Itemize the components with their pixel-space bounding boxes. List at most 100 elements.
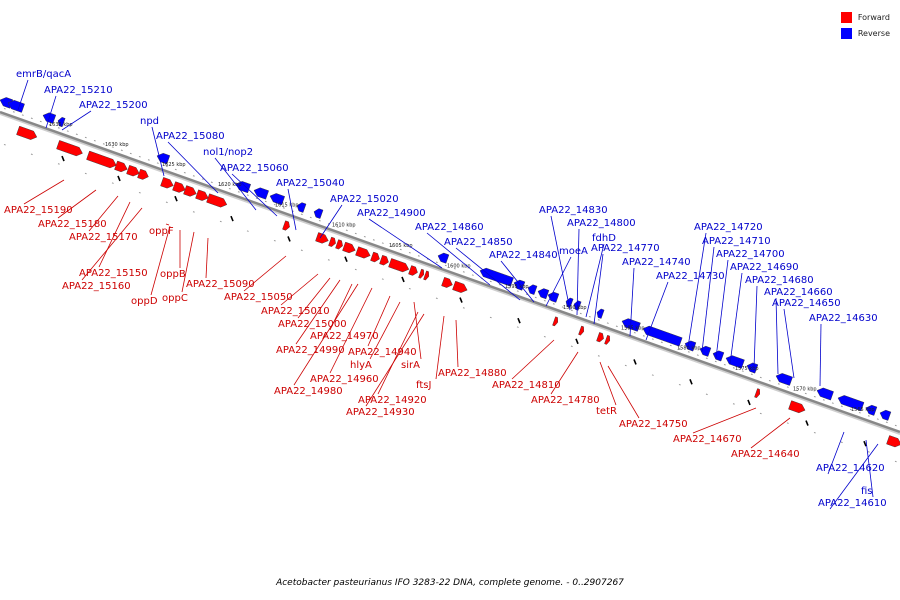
tick-mark	[543, 299, 546, 302]
gene-label-forward: oppC	[162, 293, 188, 304]
tick-mark	[795, 389, 798, 392]
gene-label-forward: APA22_14980	[274, 386, 343, 397]
leader-line	[88, 195, 119, 232]
tick-mark	[543, 335, 546, 338]
scale-tick-label: 1630 kbp	[105, 142, 129, 148]
scale-tick-label: 1590 kbp	[563, 305, 587, 311]
leader-line	[599, 361, 617, 406]
legend-forward: Forward	[840, 9, 890, 25]
tick-mark	[696, 354, 699, 356]
leader-line	[413, 301, 422, 360]
legend-forward-label: Forward	[857, 12, 890, 22]
gene-label-reverse: APA22_14860	[415, 222, 484, 233]
tick-mark	[462, 307, 465, 309]
fwd-gene-25	[552, 316, 558, 327]
tick-mark	[678, 347, 681, 350]
gene-label-forward: APA22_14930	[346, 407, 415, 418]
tick-mark	[750, 373, 753, 376]
tick-mark	[435, 261, 438, 264]
legend-reverse-label: Reverse	[857, 28, 890, 38]
tick-mark	[705, 357, 708, 360]
leader-line	[377, 311, 419, 395]
tick-mark	[570, 345, 573, 348]
tick-mark	[246, 230, 249, 232]
gene-label-reverse: APA22_14610	[818, 498, 887, 509]
tick-mark	[444, 264, 447, 267]
gene-label-reverse: APA22_15080	[156, 131, 225, 142]
leader-line	[511, 339, 555, 380]
leader-line	[775, 297, 779, 375]
tick-mark	[651, 374, 654, 376]
tick-mark	[777, 383, 780, 385]
tick-mark	[822, 399, 825, 401]
gene-label-reverse: APA22_14700	[716, 249, 785, 260]
gene-label-forward: APA22_15170	[69, 232, 138, 243]
leader-line	[701, 246, 715, 353]
backbone-shadow	[0, 113, 900, 435]
gene-label-forward: APA22_14920	[358, 395, 427, 406]
tick-mark	[246, 194, 249, 196]
tick-mark	[156, 162, 159, 164]
tick-mark	[3, 143, 6, 146]
tick-mark	[399, 248, 402, 251]
tick-mark	[12, 111, 15, 113]
gene-label-reverse: fdhD	[592, 233, 616, 244]
leader-line	[150, 225, 171, 296]
fwd-gene-29	[754, 388, 760, 399]
tick-mark	[237, 191, 240, 193]
tick-mark	[489, 280, 492, 283]
rev-gene-19	[621, 318, 641, 332]
leader-line	[629, 267, 635, 337]
leader-line	[329, 287, 373, 374]
tick-mark	[759, 376, 762, 379]
tick-mark	[507, 287, 510, 289]
leader-line	[81, 207, 143, 281]
gene-label-forward: APA22_15010	[261, 306, 330, 317]
tick-mark	[174, 168, 177, 171]
tick-mark	[282, 207, 285, 209]
gene-label-forward: APA22_14780	[531, 395, 600, 406]
leader-line	[165, 223, 170, 226]
tick-mark	[489, 316, 492, 319]
reverse-swatch	[840, 27, 852, 39]
rev-gene-8	[296, 202, 307, 213]
rev-gene-27	[816, 387, 834, 401]
tick-mark	[813, 395, 816, 398]
tick-mark	[471, 274, 474, 276]
tick-mark	[165, 165, 168, 168]
gene-label-forward: ftsJ	[416, 380, 431, 391]
tick-mark	[264, 200, 267, 203]
leader-line	[715, 259, 729, 359]
tick-mark	[876, 418, 879, 420]
rev-gene-20	[642, 325, 683, 347]
tick-mark	[462, 271, 465, 273]
gene-label-reverse: moeA	[559, 246, 588, 257]
leader-line	[500, 260, 535, 303]
leader-line	[550, 215, 571, 311]
tick-mark	[723, 363, 726, 366]
leader-line	[231, 173, 278, 217]
leader-line	[243, 255, 287, 292]
leader-line	[98, 201, 131, 268]
scale-tick	[633, 359, 637, 365]
tick-mark	[354, 268, 357, 271]
tick-mark	[597, 355, 600, 357]
leader-line	[365, 313, 425, 407]
tick-mark	[336, 226, 339, 228]
scale-tick	[517, 317, 521, 324]
tick-mark	[453, 267, 456, 270]
tick-mark	[192, 175, 195, 177]
gene-label-forward: APA22_15000	[278, 319, 347, 330]
gene-label-reverse: emrB/qacA	[16, 69, 71, 80]
gene-label-reverse: APA22_14830	[539, 205, 608, 216]
fwd-gene-6	[160, 177, 174, 189]
tick-mark	[651, 338, 654, 340]
tick-mark	[300, 249, 303, 252]
fwd-gene-27	[596, 332, 604, 343]
legend-reverse: Reverse	[840, 25, 890, 41]
fwd-gene-31	[886, 435, 900, 448]
scale-tick-label: 1615 kbp	[275, 202, 299, 208]
tick-mark	[390, 245, 393, 248]
tick-mark	[255, 197, 258, 200]
leader-line	[167, 141, 219, 194]
